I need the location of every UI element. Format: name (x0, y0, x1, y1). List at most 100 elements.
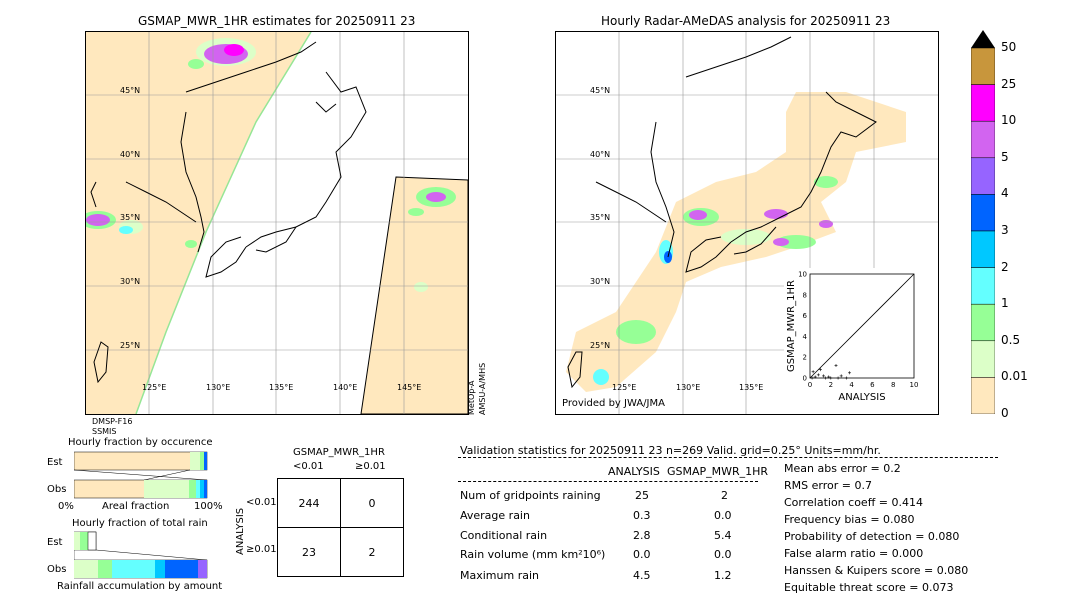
stat-label: Rain volume (mm km²10⁶) (460, 548, 606, 561)
right-lon-label: 135°E (739, 383, 764, 392)
scatter-x-tick: 10 (910, 381, 919, 389)
stat-label: Maximum rain (460, 569, 539, 582)
colorbar-tick-label: 5 (1001, 149, 1009, 164)
colorbar-segment (970, 194, 996, 232)
left-lon-label: 140°E (333, 383, 358, 392)
occurrence-bars (73, 451, 208, 499)
total-rain-bars (73, 531, 208, 579)
colorbar-segment (970, 340, 996, 378)
stat-label: Conditional rain (460, 529, 548, 542)
left-lat-label: 30°N (120, 277, 141, 286)
colorbar-segment (970, 120, 996, 159)
scatter-x-tick: 6 (870, 381, 875, 389)
right-lat-label: 40°N (590, 150, 611, 159)
sensor-label-rotated: AMSU-A/MHS (478, 362, 487, 415)
row-label-est: Est (47, 457, 63, 468)
left-lon-label: 145°E (397, 383, 422, 392)
stat-analysis: 0.3 (633, 509, 651, 522)
satellite-label-rotated: MetOp-A (467, 380, 476, 415)
colorbar-segment (970, 377, 996, 415)
stat-gsmap: 5.4 (714, 529, 732, 542)
occurrence-title: Hourly fraction by occurence (68, 437, 213, 448)
col-gsmap: GSMAP_MWR_1HR (667, 465, 769, 478)
scatter-frame (809, 273, 915, 379)
contingency-cell: 2 (340, 527, 404, 577)
colorbar-tick-label: 0.01 (1001, 369, 1028, 384)
colorbar-segment (970, 47, 996, 85)
row-label-obs-total: Obs (47, 564, 67, 575)
scatter-y-tick: 2 (803, 354, 807, 362)
right-lat-label: 30°N (590, 277, 611, 286)
contingency-table: 244 0 23 2 (277, 478, 404, 577)
colorbar-tick-label: 2 (1001, 259, 1009, 274)
stat-analysis: 0.0 (633, 548, 651, 561)
stat-gsmap: 1.2 (714, 569, 732, 582)
scatter-x-tick: 2 (829, 381, 833, 389)
colorbar-segment (970, 303, 996, 342)
scatter-x-tick: 0 (808, 381, 812, 389)
score: Mean abs error = 0.2 (784, 462, 901, 475)
row-label-est-total: Est (47, 537, 63, 548)
stat-gsmap: 0.0 (714, 509, 732, 522)
stat-analysis: 25 (635, 489, 649, 502)
colorbar (970, 30, 996, 415)
left-lon-label: 125°E (142, 383, 167, 392)
left-map: 45°N 40°N 35°N 30°N 25°N 125°E 130°E 135… (85, 31, 469, 415)
colorbar-tick-label: 10 (1001, 113, 1017, 128)
colorbar-segment (970, 84, 996, 122)
colorbar-tick-label: 50 (1001, 40, 1017, 54)
contingency-cell: 0 (340, 478, 404, 528)
axis-left-label: 0% (58, 501, 74, 512)
colorbar-segment (970, 230, 996, 268)
right-map-title: Hourly Radar-AMeDAS analysis for 2025091… (601, 14, 891, 28)
left-map-canvas (86, 32, 468, 414)
scatter-y-tick: 0 (803, 375, 807, 383)
left-lat-label: 40°N (120, 150, 141, 159)
colorbar-tick-label: 0.5 (1001, 332, 1021, 347)
divider (458, 457, 998, 458)
right-lon-label: 125°E (612, 383, 637, 392)
scatter-diagonal (809, 273, 915, 379)
right-lat-label: 45°N (590, 86, 611, 95)
scatter-inset: 0 2 4 6 8 10 0 2 4 6 8 10 ANALYSIS GSMAP_MWR_1HR (784, 268, 938, 414)
scatter-y-tick: 4 (803, 333, 808, 341)
stat-label: Num of gridpoints raining (460, 489, 601, 502)
score: Hanssen & Kuipers score = 0.080 (784, 564, 969, 577)
score: False alarm ratio = 0.000 (784, 547, 924, 560)
divider (458, 481, 758, 482)
stat-analysis: 4.5 (633, 569, 651, 582)
right-map: 45°N 40°N 35°N 30°N 25°N 125°E 130°E 135… (555, 31, 939, 415)
colorbar-tick-label: 3 (1001, 223, 1009, 237)
total-rain-title: Hourly fraction of total rain (72, 518, 208, 529)
contingency-col1: <0.01 (293, 461, 324, 472)
contingency-title: GSMAP_MWR_1HR (293, 447, 385, 458)
validation-header: Validation statistics for 20250911 23 n=… (460, 444, 881, 457)
left-lat-label: 25°N (120, 341, 141, 350)
score: Equitable threat score = 0.073 (784, 581, 954, 594)
colorbar-tick-label: 25 (1001, 76, 1017, 91)
axis-right-label: 100% (194, 501, 223, 512)
stat-label: Average rain (460, 509, 530, 522)
satellite-label: DMSP-F16 (92, 417, 133, 426)
data-credit: Provided by JWA/JMA (562, 398, 665, 409)
scatter-x-tick: 8 (891, 381, 895, 389)
left-lon-label: 130°E (206, 383, 231, 392)
scatter-y-tick: 10 (798, 271, 807, 279)
left-lat-label: 45°N (120, 86, 141, 95)
score: Probability of detection = 0.080 (784, 530, 960, 543)
left-lat-label: 35°N (120, 213, 141, 222)
right-lon-label: 130°E (676, 383, 701, 392)
left-map-title: GSMAP_MWR_1HR estimates for 20250911 23 (138, 14, 416, 28)
contingency-cell: 244 (277, 478, 341, 528)
contingency-col2: ≥0.01 (355, 461, 386, 472)
colorbar-segment (970, 157, 996, 195)
scatter-xlabel: ANALYSIS (838, 392, 885, 403)
scatter-ylabel: GSMAP_MWR_1HR (786, 280, 797, 372)
colorbar-tick-label: 0 (1001, 406, 1009, 420)
colorbar-tick-label: 4 (1001, 186, 1009, 201)
stat-gsmap: 0.0 (714, 548, 732, 561)
rainfall-accum-label: Rainfall accumulation by amount (57, 581, 223, 592)
colorbar-segment (970, 267, 996, 305)
colorbar-tick-label: 1 (1001, 296, 1009, 311)
left-lon-label: 135°E (269, 383, 294, 392)
